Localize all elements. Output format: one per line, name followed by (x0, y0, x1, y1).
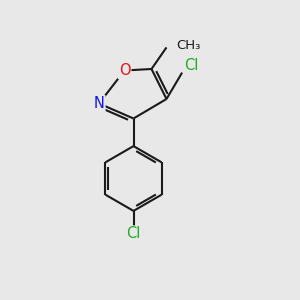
Text: Cl: Cl (184, 58, 199, 73)
Text: CH₃: CH₃ (176, 39, 200, 52)
Text: Cl: Cl (126, 226, 141, 242)
Text: N: N (94, 96, 104, 111)
Text: O: O (119, 63, 130, 78)
